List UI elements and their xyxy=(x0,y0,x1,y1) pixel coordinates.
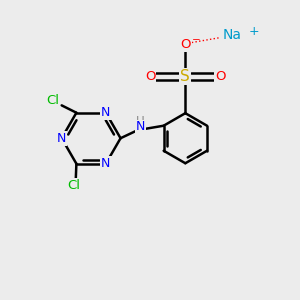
Text: −: − xyxy=(192,35,201,46)
Text: N: N xyxy=(101,106,110,119)
Text: N: N xyxy=(136,120,145,133)
Text: O: O xyxy=(215,70,226,83)
Text: Cl: Cl xyxy=(67,179,80,192)
Text: H: H xyxy=(136,115,145,128)
Text: O: O xyxy=(145,70,155,83)
Text: N: N xyxy=(57,132,66,145)
Text: O: O xyxy=(180,38,190,50)
Text: +: + xyxy=(249,25,259,38)
Text: S: S xyxy=(181,69,190,84)
Text: Cl: Cl xyxy=(46,94,59,107)
Text: Na: Na xyxy=(223,28,242,42)
Text: N: N xyxy=(101,157,110,170)
